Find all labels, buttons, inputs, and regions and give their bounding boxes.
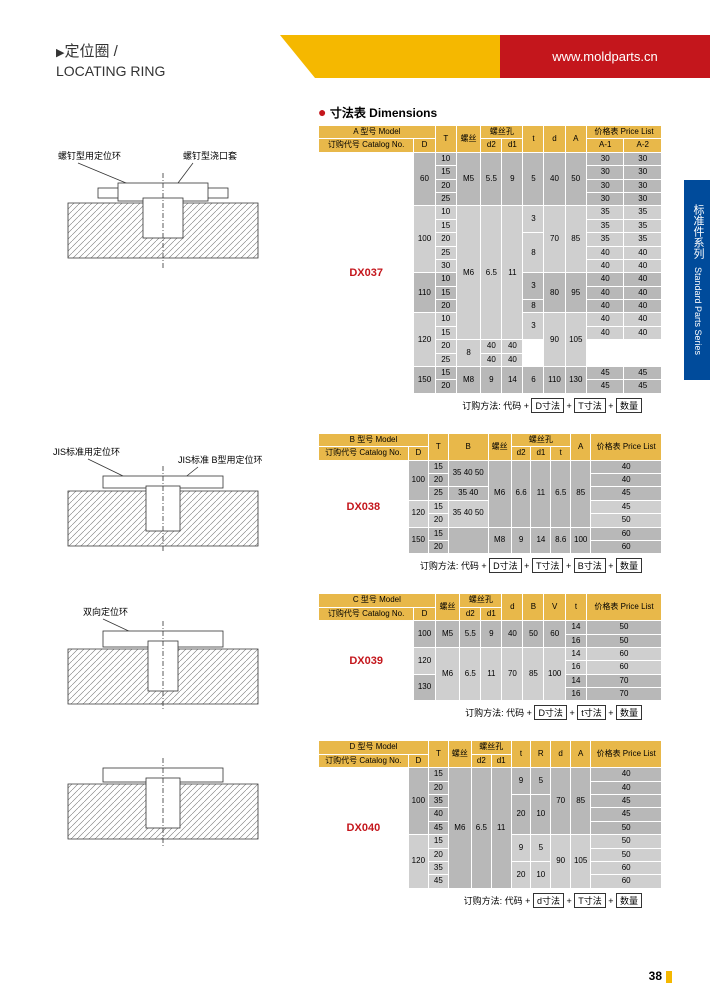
- table-dx039: C 型号 Model螺丝螺丝孔dBVt价格表 Price List 订购代号 C…: [318, 593, 662, 701]
- order-note: 订购方法: 代码 + D寸法 + t寸法 + 数量: [318, 705, 662, 720]
- page-title: ▶定位圈 / LOCATING RING: [56, 40, 165, 79]
- order-note: 订购方法: 代码 + D寸法 + T寸法 + B寸法 + 数量: [318, 558, 662, 573]
- svg-text:JIS标准用定位环: JIS标准用定位环: [53, 446, 120, 457]
- table-dx038: B 型号 ModelTB螺丝螺丝孔A价格表 Price List 订购代号 Ca…: [318, 433, 662, 555]
- header-banner: www.moldparts.cn: [280, 35, 710, 78]
- svg-text:JIS标准 B型用定位环: JIS标准 B型用定位环: [178, 454, 263, 465]
- section-title: ● 寸法表 Dimensions: [318, 104, 662, 121]
- website-url: www.moldparts.cn: [500, 35, 710, 78]
- diagram-b: JIS标准用定位环 JIS标准 B型用定位环: [48, 433, 318, 586]
- svg-text:螺钉型浇口套: 螺钉型浇口套: [183, 150, 237, 161]
- diagram-d: [48, 740, 318, 919]
- page-number: 38: [649, 969, 662, 983]
- diagram-c: 双向定位环: [48, 593, 318, 732]
- order-note: 订购方法: 代码 + D寸法 + T寸法 + 数量: [318, 398, 662, 413]
- table-dx037: A 型号 ModelT螺丝螺丝孔tdA价格表 Price List 订购代号 C…: [318, 125, 662, 394]
- order-note: 订购方法: 代码 + d寸法 + T寸法 + 数量: [318, 893, 662, 908]
- table-dx040: D 型号 ModelT螺丝螺丝孔tRdA价格表 Price List 订购代号 …: [318, 740, 662, 888]
- diagram-a: 螺钉型用定位环 螺钉型浇口套: [48, 125, 318, 425]
- svg-text:双向定位环: 双向定位环: [83, 606, 128, 617]
- svg-text:螺钉型用定位环: 螺钉型用定位环: [58, 150, 121, 161]
